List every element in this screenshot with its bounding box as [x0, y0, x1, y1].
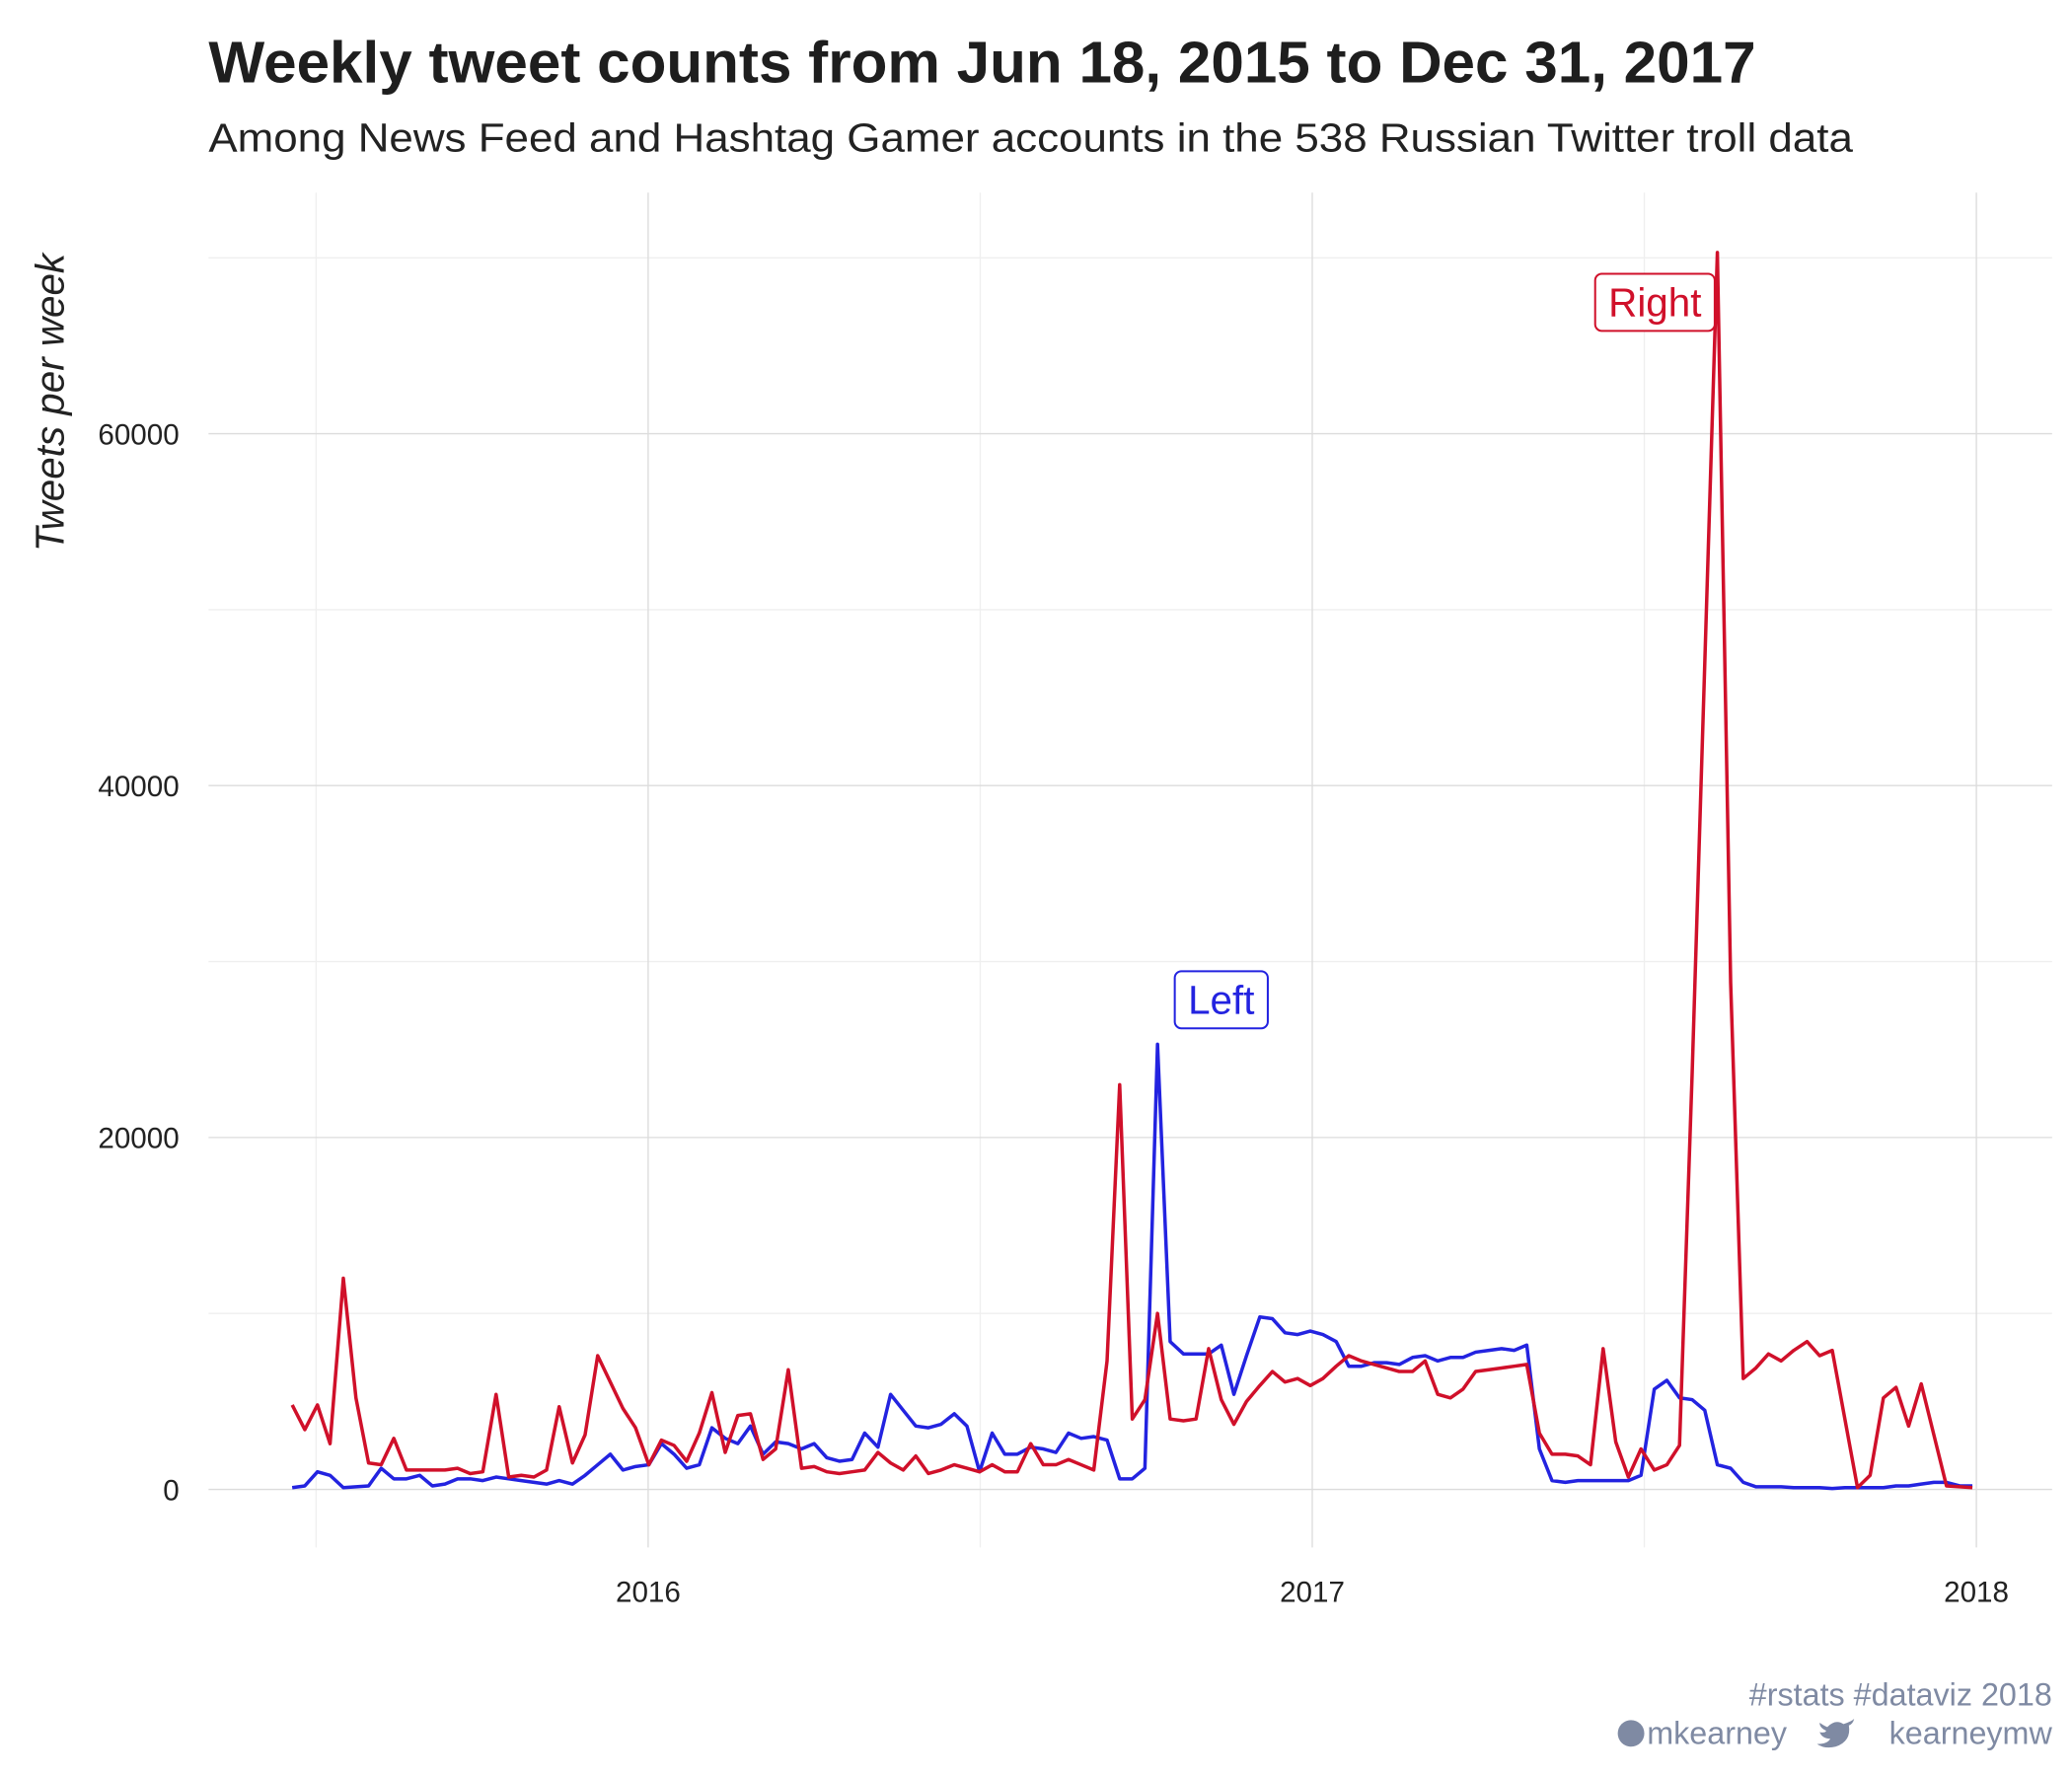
caption-handle: kearneymw: [1889, 1716, 2053, 1751]
x-tick-label: 2016: [616, 1577, 681, 1609]
y-tick-label: 60000: [98, 418, 179, 451]
y-axis-title: Tweets per week: [28, 252, 73, 552]
y-tick-label: 40000: [98, 771, 179, 803]
plot-area: [290, 251, 1973, 1491]
chart-title: Weekly tweet counts from Jun 18, 2015 to…: [208, 30, 1755, 96]
series-name: Left: [1188, 977, 1254, 1022]
label-box: [1593, 272, 1716, 333]
caption-line: #rstats #dataviz 2018: [1749, 1677, 2052, 1713]
caption-handle: mkearney: [1647, 1716, 1788, 1751]
y-tick-label: 20000: [98, 1123, 179, 1155]
x-tick-label: 2017: [1280, 1577, 1345, 1609]
grid: 0 20000 40000 60000 2016 2017 2018: [98, 192, 2052, 1609]
label-box: [1173, 970, 1269, 1030]
twitter-icon: [1816, 1719, 1855, 1748]
series-label: Left: [1173, 970, 1269, 1030]
series-label: Right: [1593, 272, 1716, 333]
chart-subtitle: Among News Feed and Hashtag Gamer accoun…: [208, 115, 1853, 161]
series-name: Right: [1608, 280, 1701, 326]
series-line: [291, 1042, 1973, 1491]
y-tick-label: 0: [163, 1474, 179, 1507]
series-line: [290, 251, 1973, 1490]
github-icon: [1617, 1720, 1645, 1747]
caption: #rstats #dataviz 2018 mkearney kearneymw: [1617, 1677, 2053, 1751]
x-tick-label: 2018: [1944, 1577, 2009, 1609]
series-labels: Left Right: [1173, 272, 1716, 1030]
